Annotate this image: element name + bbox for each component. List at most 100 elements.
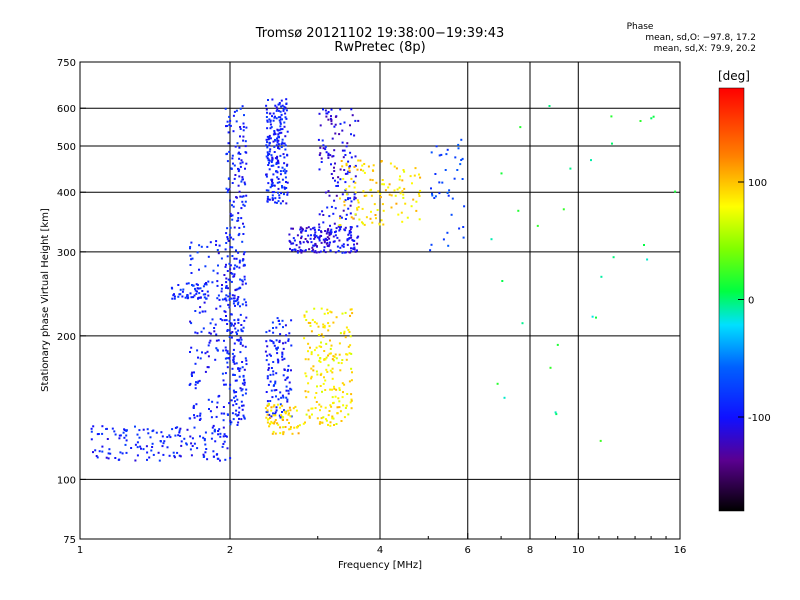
data-point — [234, 400, 236, 403]
data-point — [221, 319, 224, 322]
data-point — [311, 318, 314, 321]
data-point — [178, 429, 181, 432]
data-point — [163, 440, 166, 443]
data-point — [229, 124, 232, 127]
data-point — [225, 125, 227, 128]
data-point — [238, 411, 241, 414]
data-point — [90, 427, 93, 430]
data-point — [353, 198, 356, 201]
data-point — [232, 360, 235, 363]
data-point — [238, 190, 241, 193]
data-point — [278, 103, 281, 106]
data-point — [555, 413, 558, 416]
data-point — [352, 180, 355, 183]
data-point — [277, 135, 280, 138]
data-point — [271, 159, 274, 162]
data-point — [600, 275, 603, 278]
data-point — [288, 233, 291, 236]
data-point — [329, 404, 332, 407]
data-point — [231, 272, 234, 275]
data-point — [341, 165, 344, 168]
data-point — [266, 151, 269, 154]
data-point — [318, 223, 321, 226]
data-point — [321, 421, 324, 424]
data-point — [349, 228, 352, 231]
data-point — [342, 209, 345, 212]
data-point — [298, 246, 301, 249]
data-point — [275, 117, 278, 120]
data-point — [271, 157, 274, 160]
data-point — [338, 406, 341, 409]
data-point — [190, 241, 193, 244]
data-point — [227, 278, 230, 281]
data-point — [336, 245, 339, 248]
data-point — [318, 226, 321, 229]
data-point — [228, 402, 231, 405]
data-point — [362, 169, 365, 172]
data-point — [213, 330, 216, 333]
data-point — [459, 163, 462, 166]
data-point — [280, 414, 282, 417]
data-point — [194, 387, 197, 390]
data-point — [242, 375, 245, 378]
data-point — [316, 417, 319, 420]
data-point — [233, 257, 236, 260]
data-point — [349, 314, 351, 317]
data-point — [343, 332, 346, 335]
data-point — [335, 388, 338, 391]
data-point — [307, 321, 310, 324]
data-point — [325, 342, 328, 345]
data-point — [674, 190, 677, 193]
data-point — [231, 255, 234, 257]
data-point — [275, 144, 278, 147]
data-point — [194, 383, 197, 386]
data-point — [284, 172, 287, 175]
data-point — [303, 315, 306, 318]
data-point — [227, 287, 229, 290]
data-point — [180, 440, 183, 443]
data-point — [336, 181, 339, 184]
data-point — [343, 121, 346, 124]
data-point — [374, 214, 377, 216]
data-point — [349, 308, 352, 311]
data-point — [215, 453, 218, 456]
data-point — [284, 378, 287, 381]
data-point — [197, 297, 199, 300]
data-point — [192, 404, 195, 407]
data-point — [357, 206, 360, 209]
data-point — [107, 457, 110, 460]
data-point — [354, 213, 357, 216]
data-point — [177, 434, 180, 437]
data-point — [225, 232, 228, 235]
data-point — [290, 227, 293, 230]
data-point — [314, 407, 317, 409]
data-point — [313, 233, 316, 236]
data-point — [266, 410, 269, 413]
data-point — [225, 242, 228, 244]
data-point — [242, 139, 245, 142]
data-point — [353, 243, 355, 246]
data-point — [309, 322, 312, 324]
colorbar-unit-label: [deg] — [718, 69, 750, 83]
data-point — [284, 426, 287, 428]
data-point — [285, 117, 288, 120]
data-point — [225, 319, 228, 322]
data-point — [226, 270, 229, 272]
data-point — [333, 199, 336, 202]
data-point — [339, 217, 341, 220]
data-point — [266, 135, 269, 138]
data-point — [318, 236, 321, 239]
data-point — [282, 419, 284, 421]
data-point — [325, 356, 328, 359]
data-point — [235, 403, 238, 405]
data-point — [339, 108, 342, 111]
data-point — [457, 147, 460, 150]
data-point — [219, 435, 222, 438]
data-point — [178, 431, 181, 434]
data-point — [240, 324, 243, 326]
data-point — [342, 404, 345, 407]
data-point — [202, 456, 205, 458]
data-point — [384, 189, 387, 192]
data-point — [269, 373, 272, 376]
data-point — [334, 115, 337, 118]
